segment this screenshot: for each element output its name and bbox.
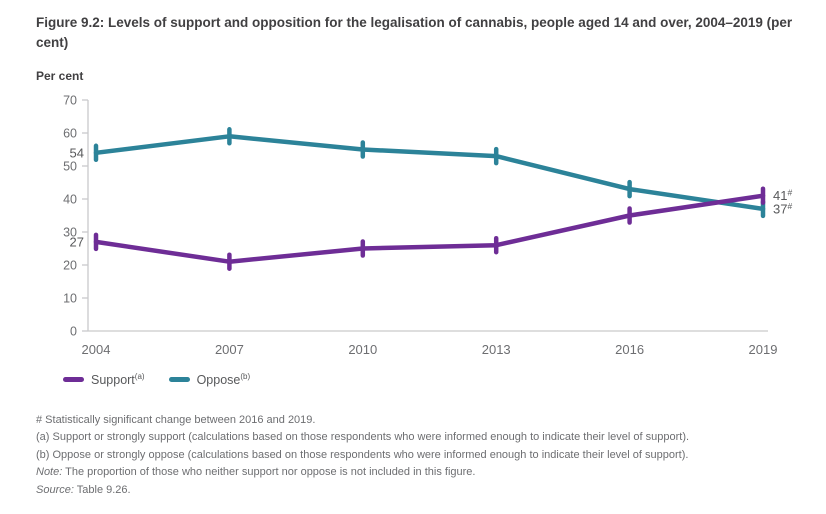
svg-text:40: 40 (63, 192, 77, 206)
svg-text:20: 20 (63, 258, 77, 272)
svg-text:27: 27 (70, 234, 84, 249)
footnote-significance: # Statistically significant change betwe… (36, 413, 316, 426)
svg-text:2016: 2016 (615, 342, 644, 357)
figure-title: Figure 9.2: Levels of support and opposi… (36, 15, 793, 51)
svg-text:54: 54 (70, 145, 84, 160)
line-chart: 0 10 20 30 40 50 60 70 2004 2007 2010 2013 2016 2019 5… (63, 93, 792, 357)
footnote-a: (a) Support or strongly support (calcula… (36, 431, 690, 444)
legend-label-support: Support(a) (91, 371, 145, 387)
svg-text:2007: 2007 (215, 342, 244, 357)
svg-text:70: 70 (63, 93, 77, 107)
svg-text:2013: 2013 (482, 342, 511, 357)
svg-text:37#: 37# (773, 200, 792, 216)
support-line-swatch (63, 376, 84, 382)
legend-item-support: Support(a) (63, 372, 145, 387)
svg-text:0: 0 (70, 324, 77, 338)
svg-text:10: 10 (63, 291, 77, 305)
chart-legend: Support(a) Oppose(b) (63, 372, 806, 387)
oppose-line-swatch (168, 376, 190, 382)
footnote-source: Source: Table 9.26. (36, 483, 131, 496)
y-axis-unit-label: Per cent (36, 68, 84, 83)
svg-text:30: 30 (63, 225, 77, 239)
footnotes: # Statistically significant change betwe… (36, 412, 806, 500)
svg-text:2004: 2004 (82, 342, 111, 357)
footnote-b: (b) Oppose or strongly oppose (calculati… (36, 448, 689, 461)
legend-item-oppose: Oppose(b) (168, 371, 251, 387)
svg-text:50: 50 (63, 159, 77, 173)
svg-text:60: 60 (63, 126, 77, 140)
chart-area: 0 10 20 30 40 50 60 70 2004 2007 2010 2013 2016 2019 5… (36, 90, 806, 368)
svg-text:2010: 2010 (348, 342, 377, 357)
svg-text:2019: 2019 (749, 342, 778, 357)
legend-label-oppose: Oppose(b) (196, 371, 251, 387)
figure-9-2: Figure 9.2: Levels of support and opposi… (36, 15, 806, 500)
footnote-note: Note: The proportion of those who neithe… (36, 466, 476, 479)
